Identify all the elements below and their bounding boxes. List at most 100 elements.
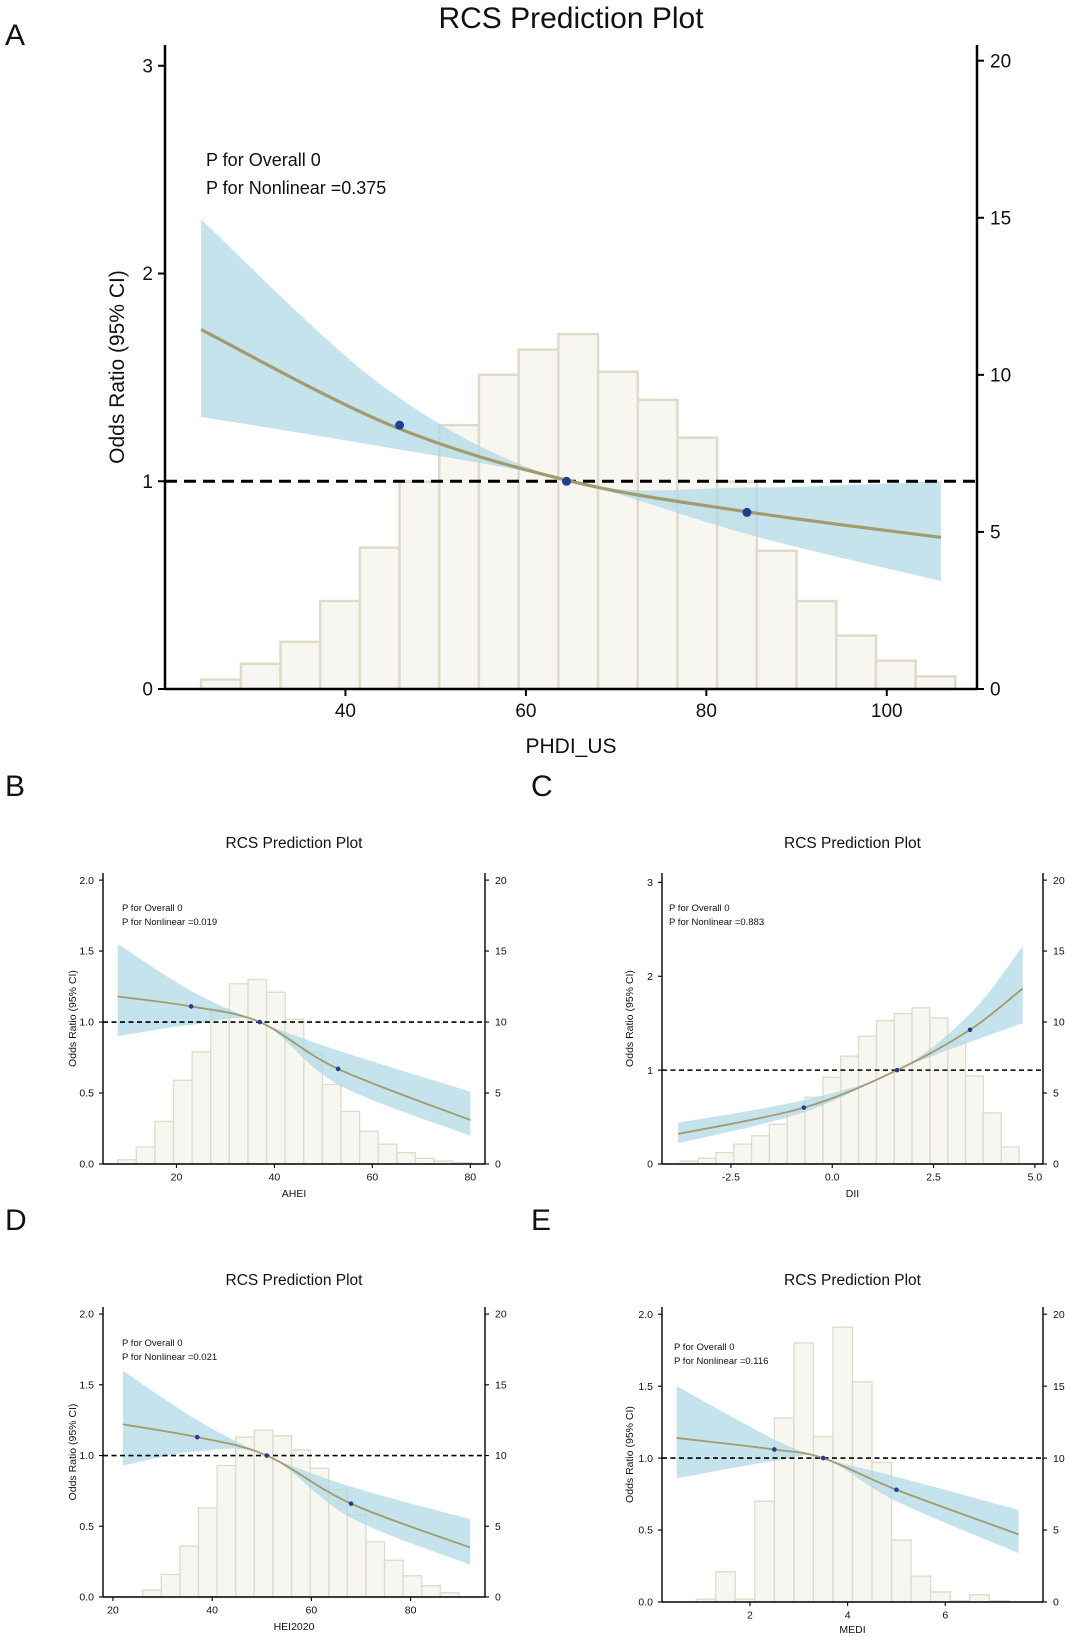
x-tick-label: 40 (335, 701, 356, 722)
histogram-bar (477, 373, 520, 691)
histogram-bar (874, 659, 917, 691)
x-axis-label: PHDI_US (525, 735, 616, 758)
y-tick-label: 0 (142, 680, 153, 701)
histogram-bar (733, 1143, 753, 1165)
x-tick-label: 20 (171, 1172, 183, 1184)
x-tick-label: 60 (515, 701, 536, 722)
y2-tick-label: 10 (495, 1450, 507, 1462)
x-tick-label: 5.0 (1028, 1172, 1043, 1184)
histogram-bar (835, 634, 878, 691)
x-axis-label: HEI2020 (274, 1621, 315, 1633)
x-axis-label: AHEI (282, 1188, 307, 1200)
y-tick-label: 3 (647, 877, 653, 889)
knot-marker (772, 1447, 777, 1452)
histogram-bar (715, 1571, 736, 1603)
histogram-bar (402, 1575, 423, 1598)
histogram-bar (279, 640, 322, 691)
panel-label-c: C (531, 770, 553, 803)
histogram-bar (596, 370, 640, 691)
histogram-bar (969, 1594, 990, 1603)
histogram-bar (890, 1539, 912, 1603)
y-axis-label: Odds Ratio (95% CI) (67, 1404, 79, 1501)
histogram-bar (793, 1342, 815, 1603)
x-tick-label: 60 (367, 1172, 379, 1184)
chart-title: RCS Prediction Plot (784, 1272, 922, 1289)
ci-band (201, 219, 941, 581)
y-tick-label: 0.5 (79, 1088, 94, 1100)
chart-title: RCS Prediction Plot (226, 835, 364, 852)
histogram-bar (358, 546, 401, 691)
x-tick-label: 4 (845, 1610, 851, 1622)
x-tick-label: 20 (107, 1605, 119, 1617)
x-tick-label: 80 (696, 701, 717, 722)
histogram-bar (795, 599, 838, 691)
histogram-bar (875, 1019, 895, 1165)
histogram-bar (199, 678, 243, 691)
chart-title: RCS Prediction Plot (784, 835, 922, 852)
y2-tick-label: 15 (495, 1379, 507, 1391)
p-nonlinear-annotation: P for Nonlinear =0.116 (674, 1356, 768, 1367)
knot-marker (264, 1453, 270, 1458)
y2-tick-label: 0 (1053, 1597, 1059, 1609)
histogram-bar (857, 1035, 878, 1165)
y-tick-label: 2 (142, 264, 153, 285)
p-overall-annotation: P for Overall 0 (674, 1342, 735, 1353)
y-tick-label: 2 (647, 971, 653, 983)
axes: 0 1 2 3 0 5 10 15 20 -2.5 0.0 2.5 5.0 (647, 873, 1065, 1184)
histogram-bar (930, 1591, 951, 1603)
panel-label-b: B (5, 770, 25, 803)
y-tick-label: 1.0 (638, 1453, 653, 1465)
y-tick-label: 2.0 (638, 1309, 653, 1321)
histogram-bar (318, 599, 362, 691)
axes: 0 1 2 3 0 5 10 15 20 40 60 80 100 (142, 45, 1011, 722)
y2-tick-label: 10 (1053, 1453, 1065, 1465)
knot-marker (801, 1105, 807, 1110)
histogram-bar (340, 1110, 361, 1165)
y2-tick-label: 20 (495, 875, 507, 887)
y2-tick-label: 10 (495, 1017, 507, 1029)
histogram-bar (210, 1008, 231, 1165)
knot-marker (894, 1487, 899, 1493)
ci-band (676, 1386, 1019, 1554)
histogram-bar (910, 1575, 932, 1603)
y2-tick-label: 0 (1053, 1159, 1059, 1171)
y-axis-label: Odds Ratio (95% CI) (106, 270, 129, 464)
panel-label-d: D (5, 1204, 27, 1237)
or-curve (117, 995, 471, 1121)
panel-a: A RCS Prediction Plot 0 1 2 3 0 5 10 15 20 40 60 80 10… (5, 2, 1011, 758)
histogram-bar (1000, 1146, 1020, 1165)
x-tick-label: 2.5 (926, 1172, 941, 1184)
x-tick-label: 60 (306, 1605, 318, 1617)
histogram-bar (755, 549, 798, 691)
y-tick-label: 2.0 (79, 875, 94, 887)
knot-marker (967, 1027, 973, 1033)
histogram-bar (346, 1514, 367, 1598)
ci-band (678, 946, 1023, 1144)
panel-b: B RCS Prediction Plot 0.0 0.5 1.0 1.5 2.0 0 5 10 1… (5, 770, 507, 1200)
histogram-bar (179, 1545, 200, 1598)
or-curve (122, 1423, 471, 1549)
histogram-bar (135, 1146, 156, 1165)
chart-title: RCS Prediction Plot (438, 2, 704, 35)
histogram-bar (216, 1464, 237, 1598)
histogram-bar (911, 1007, 931, 1165)
y-tick-label: 1 (647, 1065, 653, 1077)
histogram-bar (750, 1134, 771, 1165)
histogram-bar (557, 332, 600, 691)
panel-e: E RCS Prediction Plot 0.0 0.5 1.0 1.5 2.0 0 5 10 1… (531, 1204, 1065, 1636)
histogram-bar (851, 1381, 873, 1603)
histogram-bar (265, 991, 286, 1165)
y-axis-label: Odds Ratio (95% CI) (624, 1406, 636, 1503)
histogram-bar (947, 1041, 967, 1165)
histogram-bar (414, 1157, 435, 1165)
x-tick-label: 40 (269, 1172, 281, 1184)
x-tick-label: -2.5 (722, 1172, 740, 1184)
y2-tick-label: 20 (990, 51, 1011, 72)
y-tick-label: 2.0 (79, 1309, 94, 1321)
histogram (695, 1326, 1010, 1603)
p-overall-annotation: P for Overall 0 (206, 150, 321, 170)
y2-tick-label: 5 (1053, 1525, 1059, 1537)
histogram-bar (191, 1051, 212, 1165)
y-tick-label: 1.0 (79, 1017, 94, 1029)
x-tick-label: 100 (871, 701, 903, 722)
